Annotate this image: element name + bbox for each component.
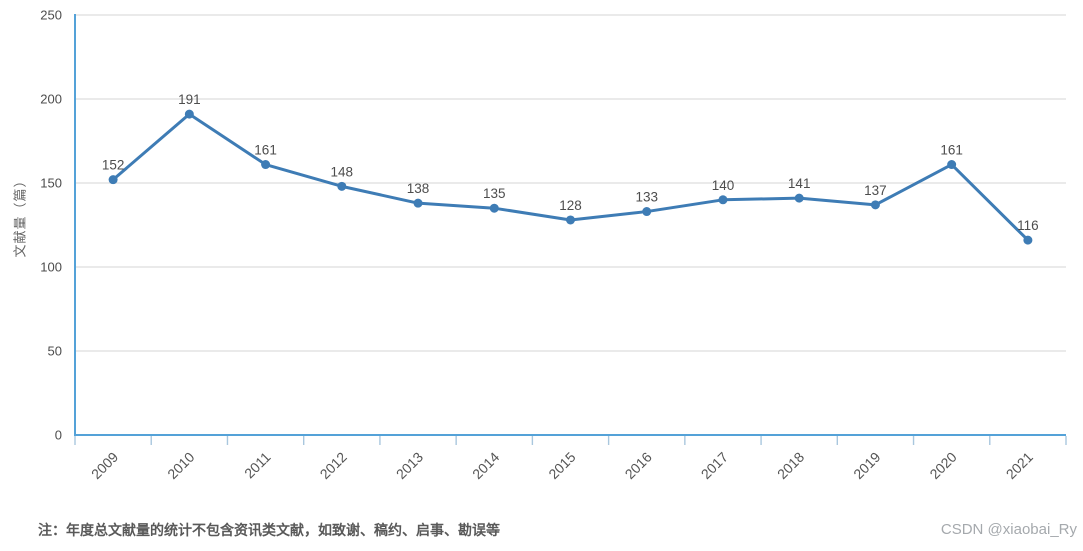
data-point[interactable] [413, 198, 423, 208]
data-point[interactable] [642, 207, 652, 217]
x-axis-tick-label: 2012 [317, 449, 350, 482]
data-point[interactable] [184, 109, 194, 119]
data-point-label: 152 [102, 158, 125, 173]
footnote: 注：年度总文献量的统计不包含资讯类文献，如致谢、稿约、启事、勘误等 [38, 522, 500, 538]
data-point[interactable] [566, 215, 575, 225]
y-axis-tick-label: 100 [40, 260, 62, 275]
data-point[interactable] [718, 195, 728, 205]
x-axis-tick-label: 2021 [1003, 449, 1036, 482]
data-point-label: 161 [940, 143, 963, 158]
x-axis-tick-label: 2015 [545, 449, 578, 482]
data-point-label: 128 [559, 198, 582, 213]
data-point[interactable] [489, 203, 499, 213]
data-point-label: 141 [788, 176, 811, 191]
x-axis-tick-label: 2020 [926, 449, 959, 482]
data-point-label: 116 [1017, 218, 1039, 233]
x-axis-tick-label: 2010 [164, 449, 197, 482]
y-axis-tick-label: 200 [40, 92, 62, 107]
x-axis-tick-label: 2016 [622, 449, 655, 482]
data-point-label: 137 [864, 183, 887, 198]
watermark: CSDN @xiaobai_Ry [940, 521, 1077, 538]
y-axis-tick-label: 0 [55, 428, 62, 443]
y-axis-title: 文献量（篇） [12, 173, 28, 258]
y-axis-tick-label: 50 [48, 344, 62, 359]
x-axis-tick-label: 2018 [774, 449, 807, 482]
x-axis-tick-label: 2014 [469, 449, 502, 482]
data-point-label: 148 [331, 164, 354, 179]
x-axis-tick-label: 2017 [698, 449, 731, 482]
data-point-label: 135 [483, 186, 506, 201]
y-axis-tick-label: 250 [40, 8, 62, 23]
x-axis-tick-label: 2011 [241, 449, 274, 482]
data-point-label: 138 [407, 181, 430, 196]
y-axis-tick-label: 150 [40, 176, 62, 191]
x-axis-tick-label: 2013 [393, 449, 426, 482]
data-point-label: 140 [712, 178, 735, 193]
data-point-label: 161 [254, 143, 277, 158]
data-point-label: 133 [635, 190, 658, 205]
data-point[interactable] [1023, 235, 1033, 245]
data-point[interactable] [947, 160, 957, 170]
data-point[interactable] [261, 160, 271, 170]
data-point[interactable] [794, 193, 804, 203]
data-point[interactable] [337, 181, 347, 191]
data-point[interactable] [108, 175, 118, 185]
x-axis-tick-label: 2009 [88, 449, 121, 482]
data-point-label: 191 [178, 92, 201, 107]
x-axis-tick-label: 2019 [850, 449, 883, 482]
data-point[interactable] [870, 200, 880, 210]
